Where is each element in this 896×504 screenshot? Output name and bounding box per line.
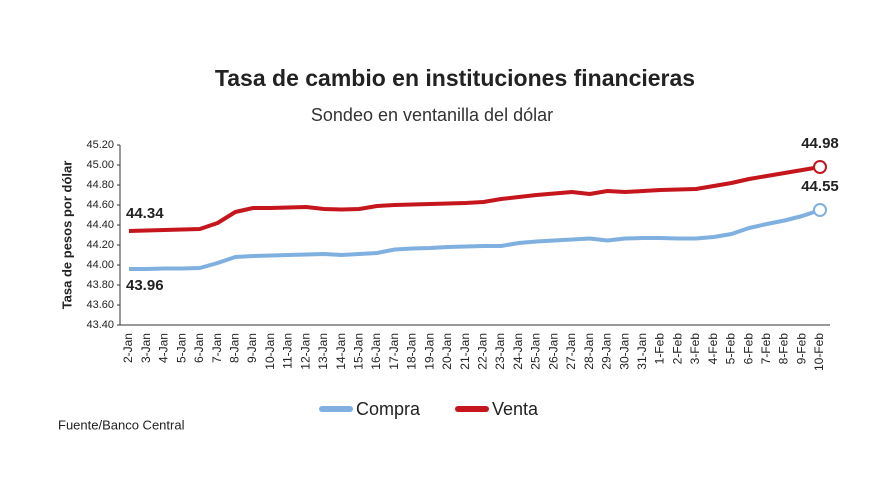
x-tick-label: 14-Jan	[334, 333, 348, 370]
y-tick-label: 45.20	[86, 139, 114, 151]
x-tick-label: 3-Jan	[139, 333, 153, 363]
x-tick-label: 28-Jan	[582, 333, 596, 370]
x-tick-label: 11-Jan	[281, 333, 295, 369]
x-tick-label: 3-Feb	[688, 333, 702, 365]
x-tick-label: 23-Jan	[493, 333, 507, 370]
series-line	[128, 165, 821, 233]
legend-label: Venta	[492, 399, 539, 419]
x-tick-label: 31-Jan	[635, 333, 649, 370]
end-marker	[813, 160, 827, 174]
data-label: 43.96	[126, 277, 164, 294]
x-tick-label: 10-Jan	[263, 333, 277, 370]
y-tick-label: 44.80	[86, 179, 114, 191]
x-tick-label: 9-Feb	[794, 333, 808, 365]
x-tick-label: 15-Jan	[352, 333, 366, 370]
x-tick-label: 26-Jan	[546, 333, 560, 370]
x-tick-label: 1-Feb	[653, 333, 667, 365]
y-tick-label: 43.80	[86, 279, 114, 291]
chart-subtitle: Sondeo en ventanilla del dólar	[311, 105, 553, 125]
x-tick-label: 13-Jan	[316, 333, 330, 370]
x-tick-label: 6-Feb	[741, 333, 755, 365]
y-axis-label: Tasa de pesos por dólar	[59, 161, 74, 310]
x-tick-label: 30-Jan	[617, 333, 631, 370]
x-tick-label: 16-Jan	[369, 333, 383, 370]
x-tick-label: 2-Feb	[670, 333, 684, 365]
x-tick-label: 4-Feb	[706, 333, 720, 365]
x-tick-label: 5-Jan	[174, 333, 188, 363]
x-tick-label: 19-Jan	[422, 333, 436, 370]
y-tick-label: 44.40	[86, 219, 114, 231]
x-tick-label: 24-Jan	[511, 333, 525, 370]
x-tick-label: 17-Jan	[387, 333, 401, 370]
x-tick-label: 29-Jan	[600, 333, 614, 370]
x-tick-label: 4-Jan	[157, 333, 171, 363]
x-tick-label: 9-Jan	[245, 333, 259, 363]
x-tick-label: 7-Jan	[210, 333, 224, 363]
data-label: 44.34	[126, 205, 164, 222]
source: Fuente/Banco Central	[58, 417, 185, 432]
x-tick-label: 8-Feb	[777, 333, 791, 365]
y-tick-label: 43.60	[86, 299, 114, 311]
x-tick-label: 27-Jan	[564, 333, 578, 370]
y-tick-label: 45.00	[86, 159, 114, 171]
x-tick-label: 25-Jan	[529, 333, 543, 370]
data-label: 44.98	[801, 135, 839, 152]
end-marker	[813, 203, 827, 217]
chart-title: Tasa de cambio en instituciones financie…	[215, 65, 695, 91]
x-tick-label: 20-Jan	[440, 333, 454, 370]
x-tick-label: 10-Feb	[812, 333, 826, 371]
x-tick-label: 7-Feb	[759, 333, 773, 365]
x-tick-label: 18-Jan	[405, 333, 419, 370]
x-tick-label: 6-Jan	[192, 333, 206, 363]
data-label: 44.55	[801, 178, 839, 195]
series-line	[129, 208, 821, 271]
y-tick-label: 44.20	[86, 239, 114, 251]
y-tick-label: 43.40	[86, 319, 114, 331]
x-tick-label: 21-Jan	[458, 333, 472, 370]
x-tick-label: 22-Jan	[476, 333, 490, 370]
y-tick-label: 44.00	[86, 259, 114, 271]
legend-label: Compra	[356, 399, 421, 419]
x-tick-label: 2-Jan	[121, 333, 135, 363]
x-tick-label: 12-Jan	[298, 333, 312, 370]
x-tick-label: 8-Jan	[227, 333, 241, 363]
y-tick-label: 44.60	[86, 199, 114, 211]
x-tick-label: 5-Feb	[724, 333, 738, 365]
